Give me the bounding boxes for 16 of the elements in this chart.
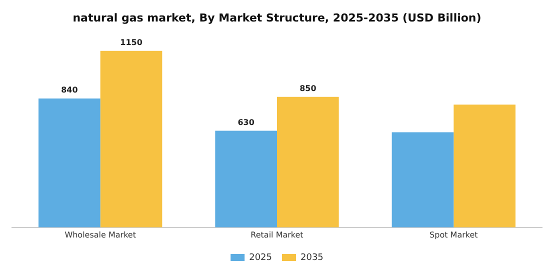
x-tick-label: Retail Market (250, 230, 304, 240)
legend-label: 2025 (249, 252, 272, 263)
bar (454, 104, 516, 228)
bar (38, 98, 100, 228)
bar (100, 50, 162, 228)
data-label: 840 (61, 86, 78, 95)
legend-label: 2035 (300, 252, 324, 263)
x-tick-label: Wholesale Market (64, 230, 136, 240)
bar (392, 132, 454, 228)
bar (215, 130, 277, 228)
chart-title: natural gas market, By Market Structure, 2025-2035 (USD Billion) (72, 11, 482, 24)
x-tick-label: Spot Market (430, 230, 478, 240)
bar (277, 96, 339, 228)
data-label: 630 (238, 118, 255, 127)
data-label: 850 (300, 84, 317, 94)
data-label: 1150 (120, 38, 143, 47)
